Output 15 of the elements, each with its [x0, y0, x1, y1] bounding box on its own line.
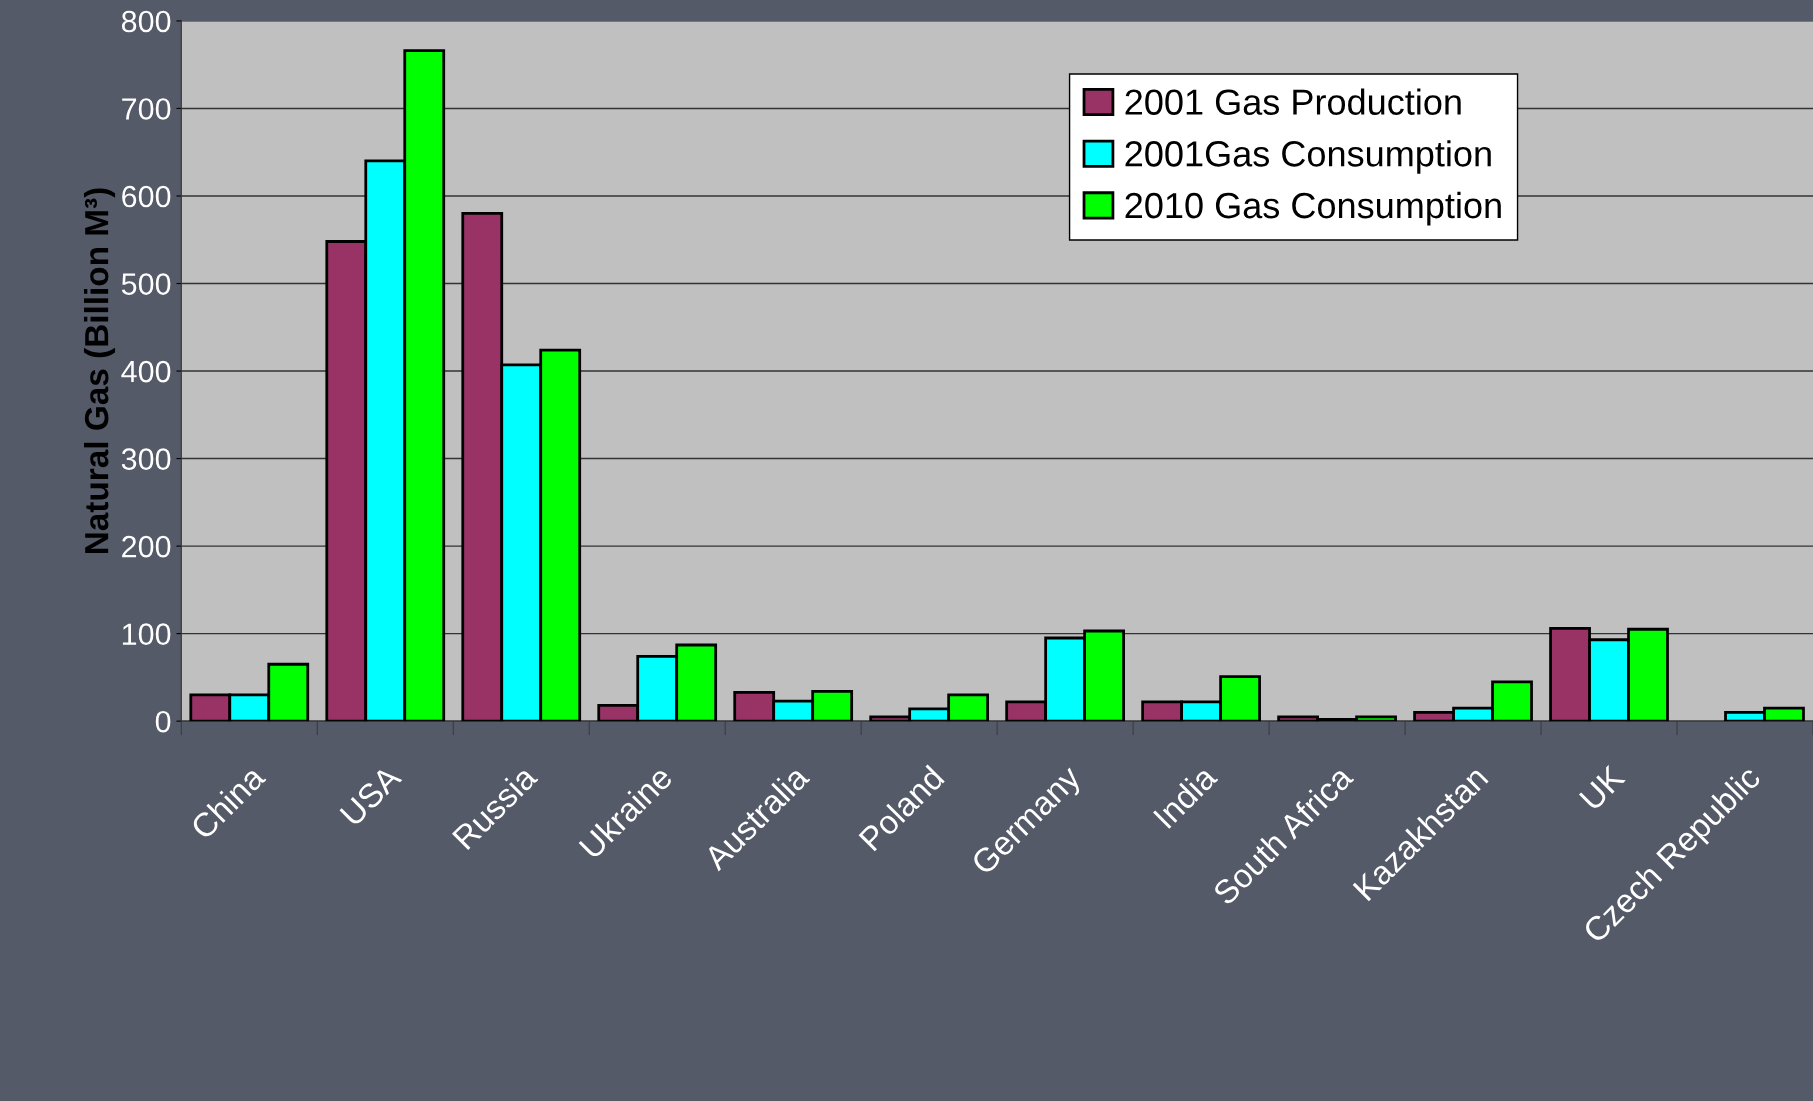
legend-label: 2001Gas Consumption — [1125, 140, 1491, 174]
legend-label: 2010 Gas Consumption — [1125, 191, 1501, 226]
y-tick-label: 300 — [121, 448, 171, 470]
y-tick-label: 200 — [122, 535, 171, 558]
y-tick-label: 800 — [121, 10, 171, 33]
y-axis-title: Natural Gas (Billion M³) — [83, 188, 116, 554]
x-tick-label: UK — [1578, 763, 1627, 812]
y-tick-label: 700 — [122, 98, 171, 120]
y-tick-label: 0 — [155, 710, 171, 733]
y-tick-label: 500 — [121, 273, 171, 295]
y-tick-label: 100 — [122, 623, 171, 645]
y-tick-label: 600 — [122, 185, 171, 208]
legend-label: 2001 Gas Production — [1125, 88, 1461, 115]
y-tick-label: 400 — [121, 360, 171, 383]
x-tick-label: USA — [339, 763, 403, 827]
